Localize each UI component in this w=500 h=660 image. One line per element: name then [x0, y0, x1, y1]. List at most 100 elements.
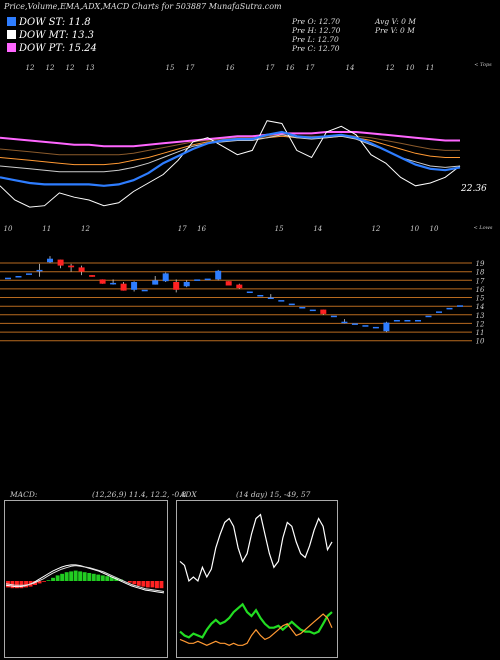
price-tick-7: 12	[476, 320, 485, 328]
macd-hist-23	[109, 577, 114, 581]
candle-body-8	[89, 275, 96, 277]
macd-hist-15	[73, 570, 78, 581]
macd-chart	[5, 564, 165, 594]
price-tick-4: 15	[476, 295, 485, 303]
macd-hist-33	[155, 581, 159, 589]
last-price-label: 22.36	[460, 184, 487, 194]
macd-hist-30	[141, 581, 146, 587]
adx-panel	[176, 500, 338, 658]
candle-body-35	[372, 326, 379, 329]
legend-label-pt: DOW PT: 15.24	[19, 43, 97, 54]
macd-hist-28	[132, 581, 137, 585]
top-label-19: 10	[406, 64, 415, 72]
legend-label-mt: DOW MT: 13.3	[19, 30, 95, 41]
prev-volume: Pre V: 0 M	[375, 26, 415, 35]
adx-chart	[179, 513, 333, 646]
candle-body-14	[152, 280, 159, 285]
candle-body-6	[68, 265, 75, 268]
legend-dow-mt: DOW MT: 13.3	[7, 30, 94, 41]
macd-hist-29	[136, 581, 141, 586]
adx-line-0	[179, 513, 333, 582]
macd-hist-12	[60, 573, 65, 581]
top-label-8: 17	[186, 64, 195, 72]
macd-hist-17	[82, 572, 87, 581]
macd-panel	[4, 500, 168, 658]
top-label-13: 16	[286, 64, 295, 72]
candle-body-42	[446, 307, 453, 310]
chart-title: Price,Volume,EMA,ADX,MACD Charts for 503…	[4, 2, 282, 11]
candle-body-21	[225, 281, 232, 286]
top-label-0: 12	[26, 64, 35, 72]
legend-dow-pt: DOW PT: 15.24	[7, 43, 97, 54]
pre-open: Pre O: 12.70	[292, 17, 340, 26]
macd-label: MACD:	[10, 490, 38, 499]
macd-hist-19	[91, 573, 96, 581]
candle-body-38	[404, 320, 411, 322]
legend-swatch-mt	[7, 30, 16, 39]
candle-body-23	[246, 291, 253, 293]
top-label-14: 17	[306, 64, 315, 72]
legend-swatch-st	[7, 17, 16, 26]
candle-body-36	[383, 322, 390, 332]
adx-params: (14 day) 15, -49, 57	[236, 490, 311, 499]
ema-price-chart: 12 12 12 13 15 17 16 17 16 17 14 12 10 11 < Tops 10 11 12…	[0, 62, 493, 233]
price-tick-6: 13	[476, 312, 485, 320]
low-label-10: 16	[197, 225, 206, 233]
macd-hist-4	[24, 581, 28, 588]
candle-body-1	[15, 276, 22, 278]
candle-body-5	[57, 259, 64, 266]
candle-body-31	[330, 315, 337, 318]
top-label-2: 12	[66, 64, 75, 72]
macd-hist-16	[78, 571, 83, 581]
low-label-2: 11	[42, 225, 51, 233]
candle-body-11	[120, 283, 127, 291]
candle-body-41	[436, 311, 442, 313]
candle-body-9	[99, 279, 106, 284]
macd-hist-27	[127, 581, 132, 583]
macd-hist-8	[42, 581, 46, 582]
candle-body-0	[5, 277, 11, 280]
low-label-16: 14	[313, 225, 322, 233]
macd-hist-34	[159, 581, 164, 589]
pre-close: Pre C: 12.70	[292, 44, 340, 53]
candle-body-13	[141, 289, 148, 292]
ema-series-2	[0, 131, 460, 148]
price-tick-0: 19	[476, 260, 485, 268]
macd-hist-18	[87, 573, 92, 581]
adx-label: ADX	[180, 490, 197, 499]
top-label-3: 13	[86, 64, 95, 72]
candle-body-43	[457, 305, 463, 307]
top-label-20: 11	[426, 64, 435, 72]
macd-hist-3	[19, 581, 24, 589]
candle-body-17	[183, 282, 190, 287]
tops-axis-label: < Tops	[474, 62, 492, 68]
price-tick-5: 14	[476, 303, 485, 311]
low-label-21: 10	[410, 225, 419, 233]
price-tick-3: 16	[476, 286, 485, 294]
price-tick-8: 11	[476, 329, 485, 337]
macd-hist-9	[46, 580, 51, 581]
macd-hist-31	[145, 581, 150, 588]
candle-body-20	[215, 270, 222, 280]
low-label-14: 15	[275, 225, 284, 233]
candle-body-3	[36, 269, 43, 272]
price-tick-1: 18	[476, 269, 485, 277]
candle-body-2	[26, 273, 32, 275]
macd-hist-20	[96, 574, 101, 581]
low-label-0: 10	[4, 225, 13, 233]
ema-series-0	[0, 120, 461, 208]
pre-high: Pre H: 12.70	[292, 26, 341, 35]
candle-body-24	[257, 295, 264, 297]
legend-label-st: DOW ST: 11.8	[19, 17, 91, 28]
candle-body-32	[341, 321, 348, 324]
macd-hist-14	[69, 571, 74, 581]
candle-body-30	[320, 309, 327, 314]
low-label-4: 12	[81, 225, 90, 233]
macd-hist-7	[37, 581, 42, 584]
candle-body-33	[351, 323, 358, 325]
avg-volume: Avg V: 0 M	[375, 17, 416, 26]
pre-low: Pre L: 12.70	[292, 35, 339, 44]
lows-axis-label: < Lows	[474, 225, 493, 231]
candle-body-29	[309, 309, 316, 312]
